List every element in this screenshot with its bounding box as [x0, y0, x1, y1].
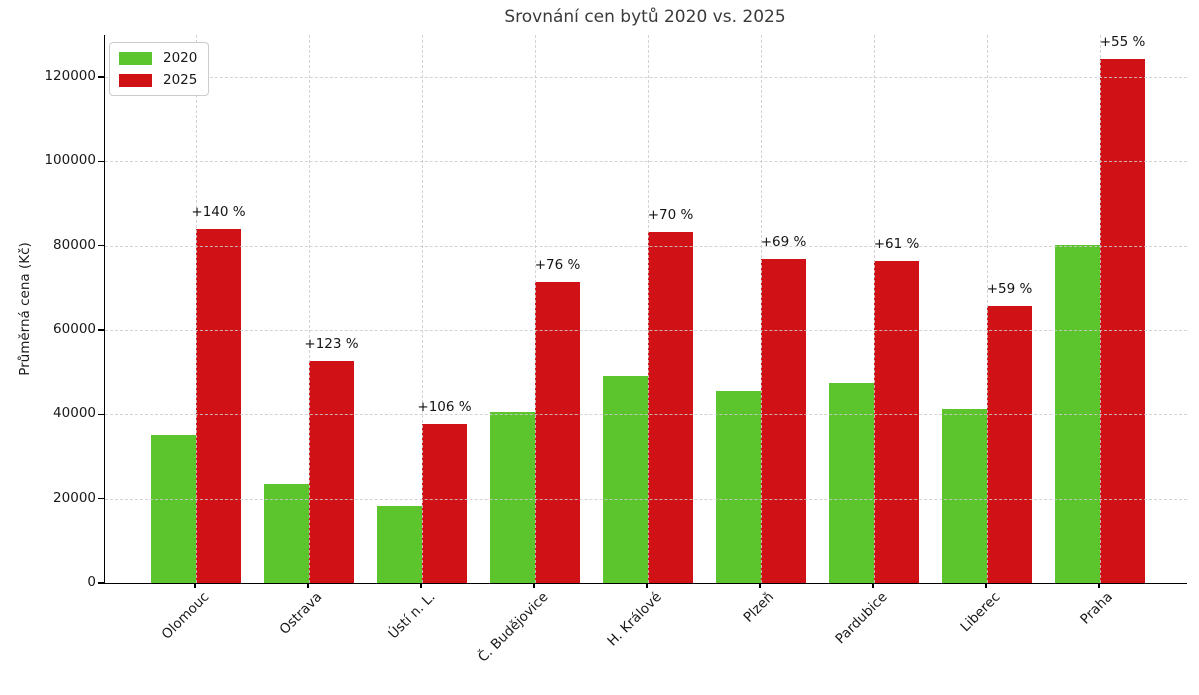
legend-swatch-2020 [119, 51, 152, 65]
bar-2025-4 [648, 231, 693, 583]
bar-2025-0 [196, 228, 241, 583]
legend-label-2025: 2025 [163, 72, 198, 88]
y-gridline [105, 77, 1187, 79]
x-tick-label-6: Pardubice [832, 589, 891, 648]
y-tick-mark [98, 413, 104, 416]
x-gridline [422, 35, 423, 583]
bar-2020-8 [1055, 244, 1100, 583]
y-tick-mark [98, 245, 104, 247]
y-tick-label: 100000 [44, 152, 96, 169]
bar-2025-1 [309, 361, 354, 583]
bar-2020-1 [264, 483, 309, 583]
x-gridline [309, 35, 310, 583]
bar-2020-3 [490, 411, 535, 583]
legend: 2020 2025 [109, 42, 210, 96]
y-gridline [105, 330, 1187, 332]
annotation-5: +69 % [760, 233, 807, 250]
x-tick-mark [307, 583, 309, 588]
bar-2025-6 [874, 260, 919, 583]
y-tick-label: 80000 [53, 236, 96, 253]
y-gridline [105, 498, 1187, 500]
x-tick-mark [872, 583, 874, 588]
bar-2020-7 [942, 408, 987, 583]
y-tick-mark [98, 497, 104, 500]
y-tick-mark [98, 582, 104, 584]
x-tick-label-4: H. Králové [603, 589, 665, 650]
y-gridline [105, 414, 1187, 416]
bar-2020-5 [716, 391, 761, 583]
y-gridline [105, 245, 1187, 247]
y-tick-label: 60000 [53, 321, 96, 338]
x-tick-mark [646, 583, 648, 588]
bar-2025-8 [1100, 59, 1145, 583]
x-tick-mark [985, 583, 987, 588]
y-gridline [105, 161, 1187, 163]
annotation-0: +140 % [191, 203, 246, 220]
x-tick-label-0: Olomouc [158, 589, 213, 643]
legend-rows: 2020 2025 [119, 50, 197, 88]
bar-2025-2 [422, 424, 467, 583]
legend-swatch-2025 [119, 73, 152, 87]
x-tick-label-3: Č. Budějovice [474, 589, 552, 666]
x-gridline [874, 35, 875, 583]
y-tick-mark [98, 160, 104, 163]
annotation-4: +70 % [647, 206, 694, 223]
x-tick-label-5: Plzeň [740, 589, 778, 626]
x-tick-label-1: Ostrava [276, 589, 326, 638]
bar-2020-2 [377, 505, 422, 583]
y-tick-label: 20000 [53, 489, 96, 506]
y-tick-label: 0 [87, 574, 96, 590]
x-tick-label-7: Liberec [957, 589, 1004, 636]
annotation-8: +55 % [1099, 34, 1146, 51]
bar-2025-3 [535, 281, 580, 583]
annotation-7: +59 % [986, 281, 1033, 298]
y-tick-mark [98, 329, 104, 331]
x-tick-mark [533, 583, 535, 588]
bar-2025-7 [987, 306, 1032, 583]
x-tick-mark [759, 583, 761, 588]
x-gridline [648, 35, 649, 583]
x-gridline [1100, 35, 1101, 583]
bar-2020-0 [151, 435, 196, 583]
y-tick-label: 40000 [53, 405, 96, 422]
legend-item-2020: 2020 [119, 50, 197, 66]
y-tick-mark [98, 76, 104, 78]
x-gridline [535, 35, 536, 583]
bar-2020-6 [829, 382, 874, 583]
annotation-3: +76 % [534, 256, 581, 273]
annotation-1: +123 % [304, 336, 359, 353]
chart-title: Srovnání cen bytů 2020 vs. 2025 [504, 7, 786, 27]
x-gridline [196, 35, 197, 583]
x-tick-label-2: Ústí n. L. [385, 589, 439, 643]
bar-2025-5 [761, 258, 806, 583]
x-tick-mark [420, 583, 422, 588]
bar-2020-4 [603, 376, 648, 583]
annotation-2: +106 % [417, 399, 472, 416]
legend-label-2020: 2020 [163, 50, 198, 66]
plot-area: 2020 2025 +140 % +123 % +106 % +76 % +70 % +69… [104, 34, 1187, 584]
x-tick-mark [194, 583, 196, 588]
x-gridline [987, 35, 988, 583]
annotation-6: +61 % [873, 235, 920, 252]
x-gridline [761, 35, 762, 583]
legend-item-2025: 2025 [119, 72, 197, 88]
y-axis-label: Průměrná cena (Kč) [17, 242, 33, 376]
y-tick-label: 120000 [44, 68, 96, 85]
x-tick-mark [1098, 583, 1100, 588]
x-tick-label-8: Praha [1077, 589, 1117, 628]
